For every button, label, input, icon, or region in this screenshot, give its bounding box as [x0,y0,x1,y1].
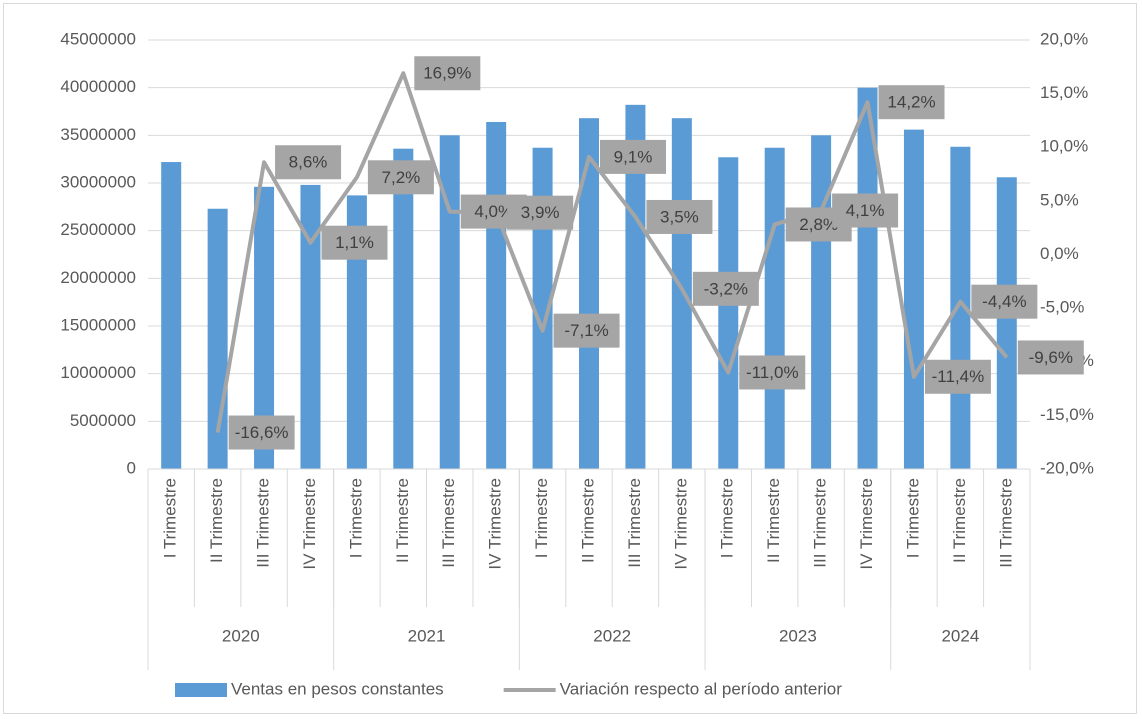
y-tick-label: 5000000 [70,411,136,430]
bar [300,184,321,469]
data-label: 3,9% [521,203,560,222]
y-tick-label: 10000000 [60,363,136,382]
x-tick-label: IV Trimestre [857,478,876,570]
x-tick-label: III Trimestre [439,478,458,568]
x-tick-label: IV Trimestre [486,478,505,570]
x-tick-label: II Trimestre [578,478,597,563]
data-label-box [367,160,434,195]
y2-tick-label: -5,0% [1040,298,1084,317]
x-tick-label: II Trimestre [207,478,226,563]
data-label: 4,0% [474,202,513,221]
bar [811,135,832,470]
bar [486,121,507,469]
bar [996,177,1017,469]
data-label: 9,1% [614,147,653,166]
data-label-box [692,271,759,306]
x-tick-label: I Trimestre [161,478,180,558]
bar [346,195,367,470]
data-label: 14,2% [887,93,935,112]
data-label: 2,8% [799,215,838,234]
legend-swatch [175,683,227,697]
data-label-box [878,85,945,120]
data-label: -11,4% [932,367,985,386]
group-label: 2023 [779,626,817,645]
data-label-box [228,415,295,450]
x-tick-label: II Trimestre [393,478,412,563]
y2-tick-label: -20,0% [1040,458,1094,477]
data-label-box [321,225,388,260]
data-label-box [507,195,574,230]
data-label: -16,6% [235,423,289,442]
x-tick-label: II Trimestre [950,478,969,563]
legend-label: Variación respecto al período anterior [560,679,843,698]
x-tick-label: IV Trimestre [671,478,690,570]
bar [579,118,599,469]
group-label: 2022 [593,626,631,645]
bar [718,157,739,469]
bar [625,104,646,470]
bar [903,129,924,469]
y-tick-label: 40000000 [60,77,136,96]
bar [439,135,460,470]
y2-tick-label: -15,0% [1040,405,1094,424]
x-tick-label: III Trimestre [254,478,273,568]
chart-border [3,3,1137,714]
x-tick-label: III Trimestre [811,478,830,568]
data-label-box [739,355,806,390]
x-tick-label: II Trimestre [764,478,783,563]
data-label: 3,5% [660,207,699,226]
data-label-box [414,56,481,91]
data-label: 7,2% [382,168,421,187]
line [215,71,1009,433]
x-tick-label: IV Trimestre [300,478,319,570]
x-tick-label: I Trimestre [346,478,365,558]
data-label-box [832,193,899,228]
data-label: -9,6% [1029,348,1073,367]
bar [857,87,878,470]
y-tick-label: 30000000 [60,172,136,191]
y-tick-label: 25000000 [60,220,136,239]
y2-tick-label: 5,0% [1040,190,1079,209]
data-label: -7,1% [564,321,608,340]
x-tick-label: III Trimestre [996,478,1015,568]
y2-tick-label: 10,0% [1040,137,1088,156]
y-tick-label: 35000000 [60,125,136,144]
x-tick-label: I Trimestre [718,478,737,558]
bar [254,186,275,469]
data-label: 1,1% [335,233,374,252]
x-tick-label: I Trimestre [532,478,551,558]
group-label: 2021 [408,626,446,645]
bar [764,147,785,469]
bar [161,162,182,469]
data-label: 16,9% [423,64,471,83]
data-label-box [275,145,342,180]
data-label-box [553,313,620,348]
y-tick-label: 20000000 [60,268,136,287]
bar [393,148,414,469]
data-label-box [646,199,713,234]
x-tick-label: I Trimestre [903,478,922,558]
legend-label: Ventas en pesos constantes [231,679,444,698]
y-tick-label: 15000000 [60,315,136,334]
data-label: -11,0% [746,363,799,382]
data-label-box [600,139,666,174]
group-label: 2020 [222,626,260,645]
y-tick-label: 45000000 [60,29,136,48]
bar [671,118,692,469]
y-tick-label: 0 [127,458,136,477]
group-label: 2024 [941,626,979,645]
y2-tick-label: 0,0% [1040,244,1079,263]
data-label: -4,4% [982,292,1026,311]
data-label-box [1017,340,1084,375]
data-label: 4,1% [846,201,885,220]
x-tick-label: III Trimestre [625,478,644,568]
y2-tick-label: 15,0% [1040,83,1088,102]
data-label: 8,6% [289,153,328,172]
data-label-box [924,359,991,394]
y2-tick-label: 20,0% [1040,29,1088,48]
data-label: -3,2% [704,279,748,298]
data-label-box [971,284,1038,319]
